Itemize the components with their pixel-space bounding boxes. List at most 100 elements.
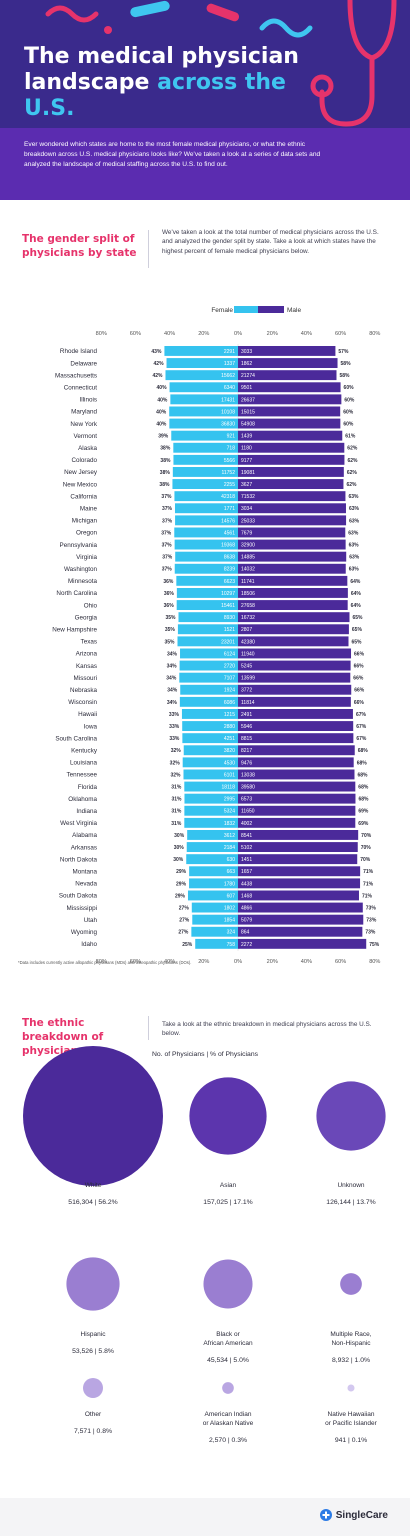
bar-male-value: 19081 xyxy=(241,470,255,476)
bar-male-value: 5102 xyxy=(241,845,252,851)
female-percent-label: 30% xyxy=(174,845,185,851)
bar-female-value: 1337 xyxy=(224,361,235,367)
bar-male xyxy=(238,866,361,877)
bar-male xyxy=(238,926,363,937)
bubble-label: Native Hawaiian xyxy=(328,1411,375,1418)
x-tick-label-top: 20% xyxy=(198,331,209,337)
bar-female-value: 2880 xyxy=(224,724,235,730)
bar-male-value: 2272 xyxy=(241,942,252,948)
bar-male xyxy=(238,563,346,574)
bar-female xyxy=(191,926,238,937)
bar-male xyxy=(238,648,352,659)
bar-female xyxy=(175,515,238,526)
bar-male-value: 25033 xyxy=(241,518,255,524)
x-tick-label-bottom: 40% xyxy=(164,959,175,965)
brand-footer: SingleCare xyxy=(0,1498,410,1536)
state-label: Washington xyxy=(64,566,98,573)
state-label: Oklahoma xyxy=(68,796,97,803)
bar-male xyxy=(238,733,354,744)
state-label: South Carolina xyxy=(55,735,97,742)
bar-female-value: 1215 xyxy=(224,712,235,718)
male-percent-label: 67% xyxy=(356,712,367,718)
bar-male-value: 14885 xyxy=(241,555,255,561)
bar-male-value: 1439 xyxy=(241,434,252,440)
blue-pill-shape xyxy=(130,0,170,18)
bar-female xyxy=(182,733,238,744)
x-tick-label-top: 40% xyxy=(301,331,312,337)
bubble xyxy=(222,1382,234,1394)
state-label: Iowa xyxy=(84,723,98,730)
bubble-label: or Alaskan Native xyxy=(203,1420,254,1427)
state-label: Kansas xyxy=(76,663,97,670)
bar-male xyxy=(238,479,344,489)
male-percent-label: 63% xyxy=(349,506,360,512)
bar-male-value: 1468 xyxy=(241,893,252,899)
bar-female-value: 1780 xyxy=(224,881,235,887)
bubble xyxy=(66,1257,120,1311)
bar-female-value: 630 xyxy=(227,857,236,863)
state-label: Vermont xyxy=(74,433,98,440)
bar-female xyxy=(174,539,238,550)
male-percent-label: 70% xyxy=(361,833,372,839)
bubble-label: Unknown xyxy=(337,1182,364,1189)
bar-female xyxy=(174,491,238,502)
brand-logo: SingleCare xyxy=(319,1509,388,1521)
bar-male-value: 1862 xyxy=(241,361,252,367)
bar-female xyxy=(186,854,238,865)
bar-female-value: 6101 xyxy=(224,772,235,778)
male-percent-label: 62% xyxy=(346,482,357,488)
bar-female xyxy=(195,938,238,949)
bar-male-value: 9476 xyxy=(241,760,252,766)
bar-female xyxy=(169,406,238,417)
bar-female xyxy=(183,769,238,780)
state-label: Maryland xyxy=(71,409,97,416)
female-percent-label: 37% xyxy=(161,494,172,500)
female-percent-label: 33% xyxy=(169,736,180,742)
bar-male-value: 7679 xyxy=(241,530,252,536)
male-percent-label: 63% xyxy=(349,542,360,548)
female-percent-label: 38% xyxy=(160,458,171,464)
bubble xyxy=(203,1259,253,1309)
bar-female-value: 921 xyxy=(227,434,236,440)
bar-male-value: 8541 xyxy=(241,833,252,839)
female-percent-label: 42% xyxy=(152,373,163,379)
state-label: Virginia xyxy=(76,554,97,561)
female-percent-label: 37% xyxy=(162,555,173,561)
bar-male xyxy=(238,491,346,502)
blue-squiggle xyxy=(259,18,313,38)
x-tick-label-top: 20% xyxy=(267,331,278,337)
bar-female xyxy=(184,793,238,804)
female-percent-label: 37% xyxy=(162,567,173,573)
bar-female-value: 1802 xyxy=(224,905,235,911)
male-percent-label: 60% xyxy=(344,385,355,391)
female-percent-label: 42% xyxy=(154,361,165,367)
bar-female-value: 8638 xyxy=(224,555,235,561)
state-label: Florida xyxy=(78,784,98,791)
bar-male xyxy=(238,696,351,707)
male-percent-label: 66% xyxy=(353,676,364,682)
female-percent-label: 36% xyxy=(164,591,175,597)
bar-male-value: 13038 xyxy=(241,772,255,778)
bar-female-value: 758 xyxy=(227,942,236,948)
state-label: Alabama xyxy=(72,832,97,839)
bar-male xyxy=(238,382,341,393)
ethnic-section-heading: The ethnic breakdown of physicians xyxy=(22,1017,104,1057)
bar-female-value: 23201 xyxy=(221,639,235,645)
bar-male-value: 2491 xyxy=(241,712,252,718)
female-percent-label: 34% xyxy=(167,688,178,694)
male-percent-label: 63% xyxy=(348,530,359,536)
bar-female-value: 607 xyxy=(227,893,236,899)
bubble-label: White xyxy=(85,1182,102,1189)
state-label: South Dakota xyxy=(59,893,98,900)
bubble-label: Black or xyxy=(216,1331,240,1338)
bar-male-value: 21274 xyxy=(241,373,255,379)
intro-panel: Ever wondered which states are home to t… xyxy=(0,128,410,200)
male-percent-label: 64% xyxy=(351,591,362,597)
bubble xyxy=(340,1273,362,1295)
bar-female xyxy=(176,588,238,598)
bar-female xyxy=(187,890,238,901)
bar-female-value: 15662 xyxy=(221,373,235,379)
state-label: Hawaii xyxy=(78,711,97,718)
male-percent-label: 61% xyxy=(345,434,356,440)
bar-male-value: 5079 xyxy=(241,918,252,924)
